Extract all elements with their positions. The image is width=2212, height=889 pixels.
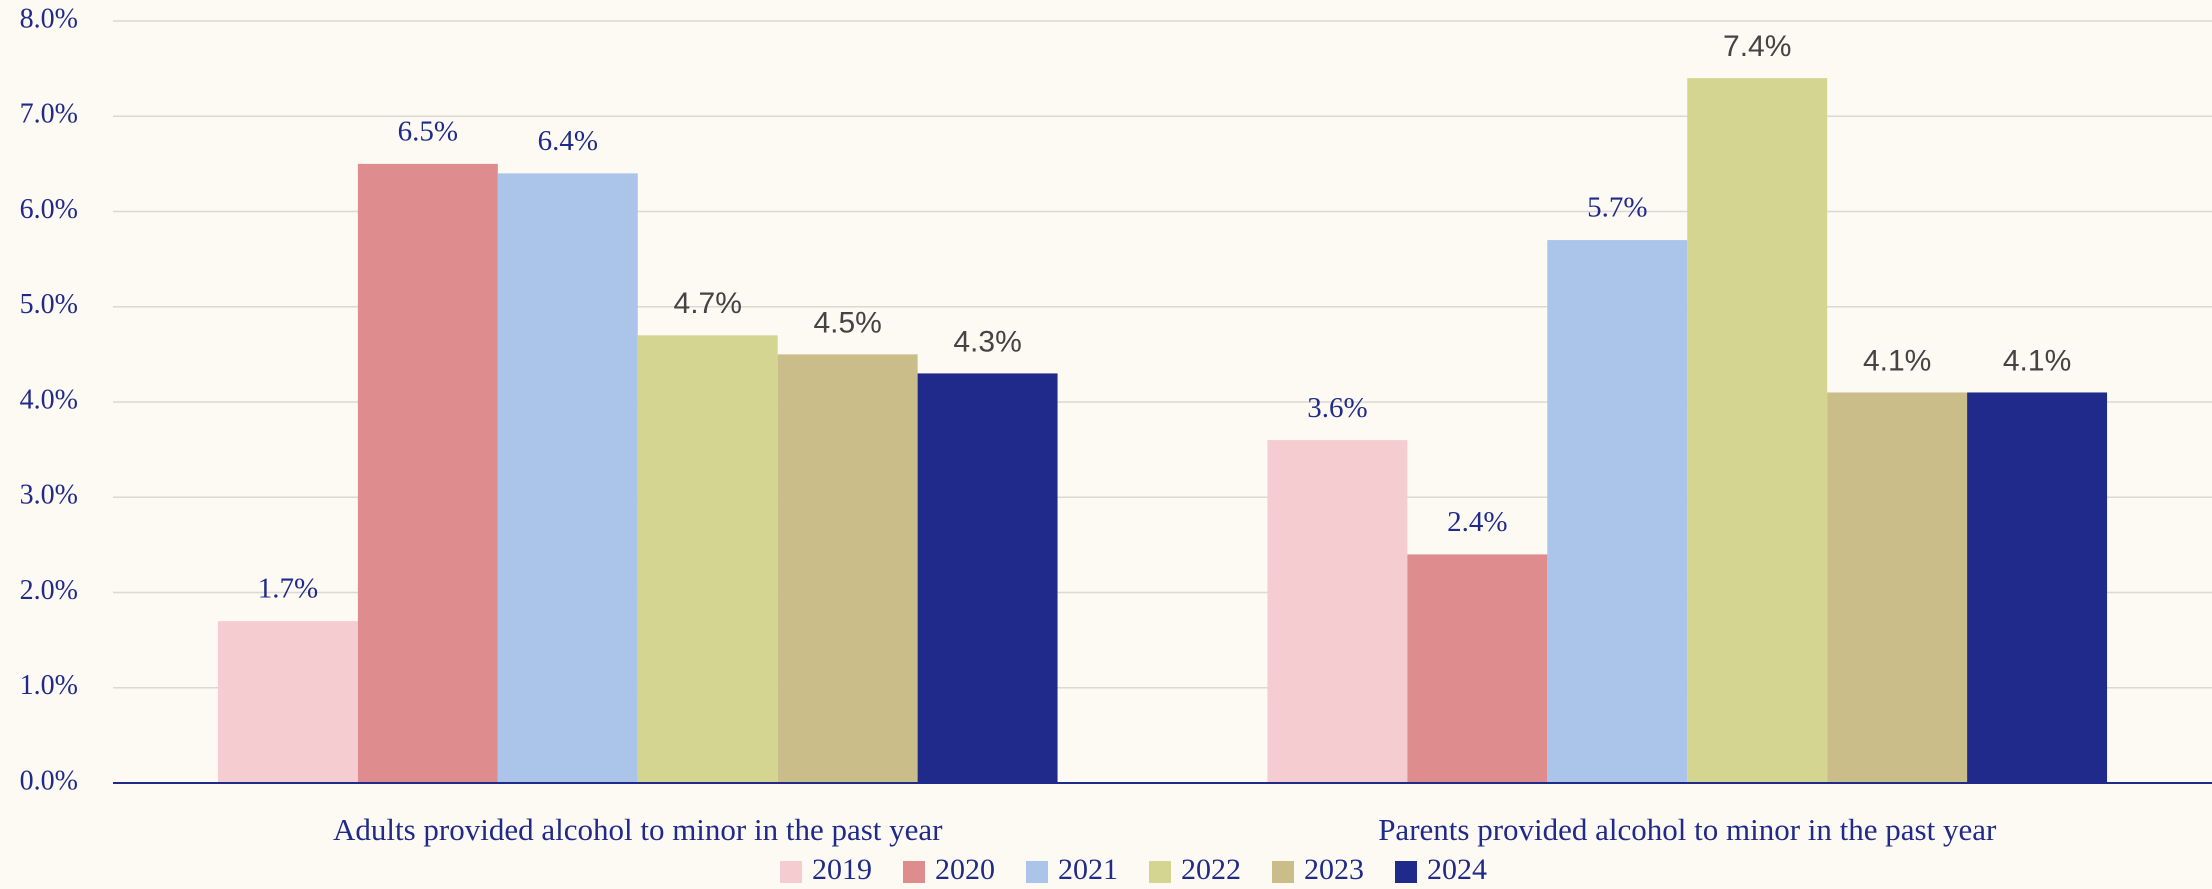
bar <box>1547 240 1688 783</box>
bar <box>357 163 498 783</box>
y-tick-label: 6.0% <box>20 194 78 225</box>
y-tick-label: 5.0% <box>20 289 78 320</box>
y-tick-label: 2.0% <box>20 575 78 606</box>
y-tick-label: 7.0% <box>20 99 78 130</box>
x-tick-label: Adults provided alcohol to minor in the … <box>333 812 943 847</box>
y-tick-label: 1.0% <box>20 670 78 701</box>
legend-swatch <box>1149 861 1171 883</box>
legend-swatch <box>780 861 802 883</box>
bar <box>217 621 358 783</box>
data-label: 7.4% <box>1723 30 1791 63</box>
legend-label: 2024 <box>1427 853 1487 886</box>
legend-label: 2019 <box>812 853 872 886</box>
data-label: 6.5% <box>398 116 458 148</box>
bar <box>497 173 638 783</box>
data-label: 2.4% <box>1447 506 1507 538</box>
bar <box>1827 392 1968 783</box>
data-label: 6.4% <box>538 125 598 157</box>
legend-label: 2021 <box>1058 853 1118 886</box>
bar <box>1407 554 1548 783</box>
legend-label: 2022 <box>1181 853 1241 886</box>
y-tick-label: 8.0% <box>20 3 78 34</box>
legend-swatch <box>1026 861 1048 883</box>
legend-swatch <box>903 861 925 883</box>
data-label: 4.3% <box>953 325 1021 358</box>
bar <box>1687 78 1828 783</box>
bar <box>1267 440 1408 783</box>
x-tick-label: Parents provided alcohol to minor in the… <box>1378 812 1997 847</box>
data-label: 4.1% <box>1863 344 1931 377</box>
legend-label: 2023 <box>1304 853 1364 886</box>
y-tick-label: 3.0% <box>20 480 78 511</box>
bar <box>637 335 778 783</box>
legend-swatch <box>1395 861 1417 883</box>
data-label: 4.7% <box>674 287 742 320</box>
legend-label: 2020 <box>935 853 995 886</box>
data-label: 3.6% <box>1307 392 1367 424</box>
y-tick-label: 0.0% <box>20 765 78 796</box>
data-label: 5.7% <box>1587 192 1647 224</box>
data-label: 1.7% <box>258 573 318 605</box>
bar <box>917 373 1058 783</box>
y-tick-label: 4.0% <box>20 384 78 415</box>
bar <box>1967 392 2108 783</box>
data-label: 4.5% <box>813 306 881 339</box>
legend-swatch <box>1272 861 1294 883</box>
data-label: 4.1% <box>2003 344 2071 377</box>
bar <box>777 354 918 783</box>
